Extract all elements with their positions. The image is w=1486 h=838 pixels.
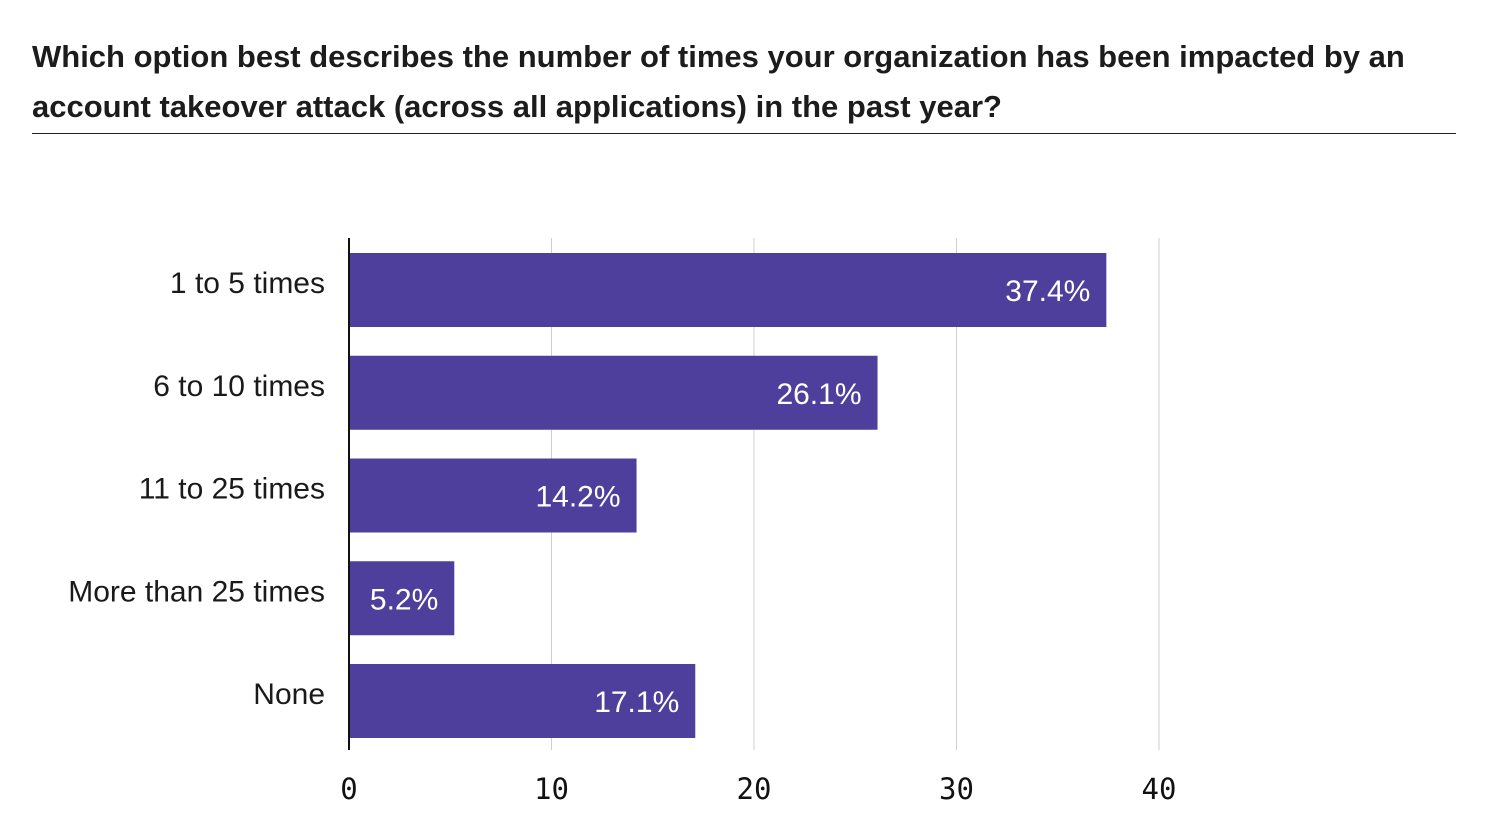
- x-tick-label-10: 10: [534, 772, 569, 806]
- value-label: 5.2%: [370, 583, 438, 616]
- bar-1: [349, 253, 1107, 327]
- title-divider: [32, 133, 1456, 134]
- category-label: 11 to 25 times: [139, 473, 325, 506]
- x-tick-label-0: 0: [340, 772, 357, 806]
- x-tick-label-20: 20: [737, 772, 772, 806]
- x-tick-label-30: 30: [939, 772, 974, 806]
- value-label: 26.1%: [776, 378, 861, 411]
- bar-4: [349, 561, 455, 636]
- category-label: None: [253, 678, 325, 711]
- value-label: 14.2%: [535, 481, 620, 514]
- bar-3: [349, 458, 637, 533]
- value-label: 17.1%: [594, 686, 679, 719]
- x-tick-label-40: 40: [1142, 772, 1177, 806]
- category-label: 6 to 10 times: [153, 370, 325, 403]
- category-label: More than 25 times: [68, 575, 325, 608]
- bar-5: [349, 664, 696, 738]
- value-label: 37.4%: [1005, 275, 1090, 308]
- bar-2: [349, 355, 878, 430]
- category-label: 1 to 5 times: [170, 267, 325, 300]
- chart-title: Which option best describes the number o…: [32, 39, 1405, 124]
